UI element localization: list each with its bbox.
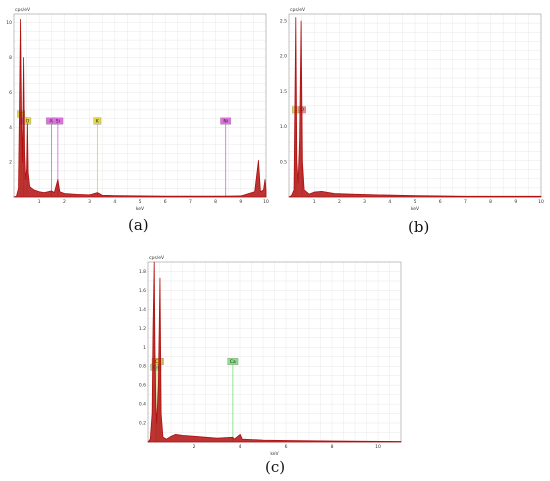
y-tick-label: 1 — [143, 345, 146, 351]
element-marker-ni: Ni — [220, 117, 232, 197]
element-tag-label: Cl — [155, 359, 159, 365]
y-tick-label: 1.2 — [139, 326, 146, 332]
x-tick-label: 3 — [363, 199, 366, 205]
y-unit-label: cps/eV — [15, 7, 31, 13]
caption-c: (c) — [265, 458, 286, 476]
eds-spectrum-c: 2 4 6 8 10 0.2 0.4 0.6 0.8 1 1.2 1.4 1.6 1.8 cps/eV keV… — [139, 255, 402, 457]
x-tick-label: 7 — [464, 199, 467, 205]
x-tick-label: 6 — [164, 199, 167, 205]
x-tick-label: 2 — [63, 199, 66, 205]
x-tick-label: 3 — [88, 199, 91, 205]
y-tick-label: 0.5 — [280, 159, 287, 165]
x-tick-label: 2 — [193, 444, 196, 450]
x-tick-label: 6 — [439, 199, 442, 205]
y-tick-label: 0.6 — [139, 383, 146, 389]
element-tag-box — [151, 358, 163, 365]
x-tick-label: 4 — [239, 444, 242, 450]
y-tick-label: 1.5 — [280, 89, 287, 95]
x-tick-label: 10 — [263, 199, 269, 205]
element-tag-box — [220, 117, 232, 125]
x-tick-label: 4 — [388, 199, 391, 205]
grid — [289, 14, 541, 197]
element-marker-k: K — [93, 117, 102, 197]
y-tick-label: 2.0 — [280, 54, 287, 60]
x-tick-label: 1 — [313, 199, 316, 205]
element-tag-box — [52, 117, 64, 125]
x-tick-label: 8 — [214, 199, 217, 205]
y-unit-label: cps/eV — [290, 7, 306, 13]
x-tick-label: 10 — [538, 199, 544, 205]
element-tag-label: Ni — [223, 119, 228, 125]
element-tag-label: O — [300, 107, 304, 113]
y-tick-label: 6 — [9, 90, 12, 96]
element-tag-box — [93, 117, 102, 125]
caption-a: (a) — [128, 216, 149, 234]
y-tick-label: 10 — [6, 20, 12, 26]
x-tick-label: 4 — [113, 199, 116, 205]
spectrum-series — [147, 261, 402, 443]
y-tick-label: 1.6 — [139, 288, 146, 294]
y-tick-label: 0.8 — [139, 364, 146, 370]
y-tick-label: 1.4 — [139, 307, 146, 313]
y-tick-label: 1.0 — [280, 124, 287, 130]
grid — [148, 262, 401, 442]
x-tick-label: 1 — [38, 199, 41, 205]
x-tick-label: 9 — [239, 199, 242, 205]
x-tick-label: 5 — [414, 199, 417, 205]
element-marker-ca: Ca — [227, 358, 239, 442]
x-tick-label: 2 — [338, 199, 341, 205]
x-tick-label: 5 — [139, 199, 142, 205]
element-tag-box — [227, 358, 239, 365]
element-tag-label: Al — [49, 119, 53, 125]
x-tick-label: 6 — [285, 444, 288, 450]
x-tick-label: 9 — [514, 199, 517, 205]
element-tag-label: Ca — [230, 359, 236, 365]
y-tick-label: 0.2 — [139, 421, 146, 427]
element-tag-label: Si — [56, 119, 60, 125]
x-tick-label: 7 — [189, 199, 192, 205]
spectrum-series — [288, 17, 542, 198]
element-tag-label: K — [96, 119, 100, 125]
element-tag-label: Ca — [153, 365, 159, 371]
y-tick-label: 0.4 — [139, 402, 146, 408]
y-unit-label: cps/eV — [149, 255, 165, 261]
y-tick-label: 8 — [9, 55, 12, 61]
y-tick-label: 2.5 — [280, 19, 287, 25]
grid — [14, 14, 266, 197]
y-tick-label: 4 — [9, 125, 12, 131]
x-axis-label: keV — [411, 206, 420, 212]
x-axis-label: keV — [270, 451, 279, 457]
y-tick-label: 1.8 — [139, 269, 146, 275]
spectrum-series — [13, 18, 267, 198]
x-axis-label: keV — [136, 206, 145, 212]
x-tick-label: 10 — [375, 444, 381, 450]
y-tick-label: 2 — [9, 160, 12, 166]
element-tag-label: O — [26, 119, 30, 125]
caption-b: (b) — [408, 218, 430, 236]
x-tick-label: 8 — [489, 199, 492, 205]
x-tick-label: 8 — [331, 444, 334, 450]
